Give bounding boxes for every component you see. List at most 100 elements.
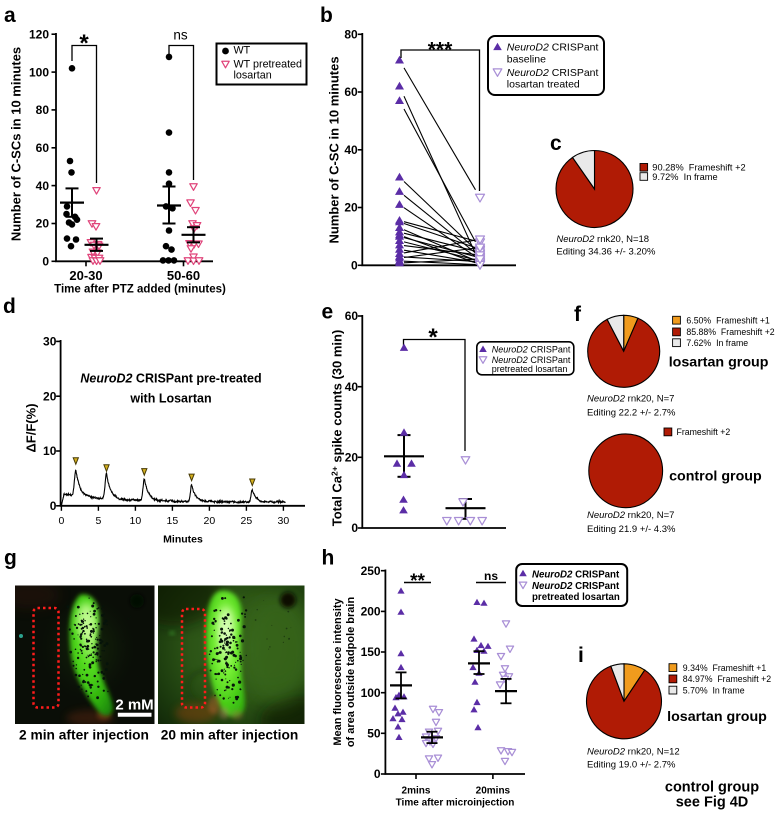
svg-text:control group: control group [669,469,762,485]
svg-text:NeuroD2 rnk20, N=18: NeuroD2 rnk20, N=18 [556,234,649,245]
svg-text:baseline: baseline [507,54,546,66]
svg-text:40: 40 [344,143,358,157]
svg-text:150: 150 [361,645,381,659]
svg-text:50: 50 [367,727,381,741]
svg-text:0: 0 [42,255,49,269]
svg-text:f: f [574,303,582,326]
svg-text:with Losartan: with Losartan [129,392,211,406]
svg-text:Total Ca2+ spike counts (30 mi: Total Ca2+ spike counts (30 min) [330,330,345,527]
svg-text:see Fig 4D: see Fig 4D [676,795,749,811]
svg-text:6.50% Frameshift +1: 6.50% Frameshift +1 [686,315,770,325]
svg-text:*: * [428,324,438,351]
svg-text:c: c [550,132,562,155]
svg-text:**: ** [410,571,425,592]
svg-text:50-60: 50-60 [167,268,200,283]
svg-text:60: 60 [344,85,358,99]
svg-text:NeuroD2 rnk20, N=7: NeuroD2 rnk20, N=7 [587,510,674,521]
svg-text:NeuroD2 CRISPant: NeuroD2 CRISPant [532,581,620,592]
svg-text:a: a [4,4,16,27]
svg-text:20-30: 20-30 [69,268,102,283]
svg-text:2mins: 2mins [402,786,431,797]
svg-text:9.34% Frameshift +1: 9.34% Frameshift +1 [683,663,767,673]
svg-text:NeuroD2 CRISPant: NeuroD2 CRISPant [507,67,599,79]
svg-text:ns: ns [173,28,188,43]
svg-text:pretreated losartan: pretreated losartan [492,364,568,374]
svg-text:0: 0 [351,521,358,535]
svg-text:b: b [320,4,333,27]
svg-text:NeuroD2 rnk20, N=7: NeuroD2 rnk20, N=7 [587,394,674,405]
svg-text:losartan treated: losartan treated [507,79,580,91]
svg-text:ΔF/F(%): ΔF/F(%) [24,403,39,452]
svg-text:g: g [4,547,17,570]
svg-text:25: 25 [241,515,253,527]
svg-text:Editing 22.2 +/- 2.7%: Editing 22.2 +/- 2.7% [587,408,676,419]
svg-text:d: d [3,295,16,318]
svg-text:control group: control group [665,780,759,796]
svg-text:NeuroD2 CRISPant: NeuroD2 CRISPant [492,344,571,354]
svg-text:5.70% In frame: 5.70% In frame [683,685,745,695]
svg-text:120: 120 [29,27,49,41]
svg-text:90.28% Frameshift +2: 90.28% Frameshift +2 [652,163,745,173]
svg-text:Editing 19.0 +/- 2.7%: Editing 19.0 +/- 2.7% [587,760,676,771]
svg-text:Number of C-SCs in 10 minutes: Number of C-SCs in 10 minutes [9,47,24,241]
svg-text:40: 40 [345,380,359,394]
svg-text:Mean fluorescence intensity: Mean fluorescence intensity [332,597,344,745]
svg-text:60: 60 [345,309,359,323]
svg-text:20: 20 [345,451,359,465]
svg-text:0: 0 [50,499,57,513]
svg-text:5: 5 [95,515,101,527]
svg-text:30: 30 [43,335,57,349]
svg-text:2 min after injection: 2 min after injection [19,728,149,743]
svg-text:0: 0 [58,515,64,527]
svg-text:Frameshift +2: Frameshift +2 [677,427,731,437]
svg-text:40: 40 [36,179,50,193]
svg-text:***: *** [428,39,453,62]
svg-text:ns: ns [484,569,498,583]
svg-text:20: 20 [204,515,216,527]
svg-text:20mins: 20mins [476,786,511,797]
svg-text:e: e [322,301,334,324]
svg-text:NeuroD2 CRISPant: NeuroD2 CRISPant [532,570,620,581]
svg-text:0: 0 [374,767,381,781]
svg-text:Number of C-SC in 10 minutes: Number of C-SC in 10 minutes [327,56,342,243]
svg-text:NeuroD2 CRISPant: NeuroD2 CRISPant [492,355,571,365]
svg-text:30: 30 [278,515,290,527]
svg-text:15: 15 [167,515,179,527]
svg-text:losartan group: losartan group [667,709,767,725]
svg-text:NeuroD2 CRISPant: NeuroD2 CRISPant [507,42,599,54]
svg-text:84.97% Frameshift +2: 84.97% Frameshift +2 [683,674,771,684]
svg-text:10: 10 [43,444,57,458]
svg-text:Minutes: Minutes [163,534,203,546]
svg-text:85.88% Frameshift +2: 85.88% Frameshift +2 [686,327,774,337]
svg-text:100: 100 [29,65,49,79]
svg-text:20: 20 [43,389,57,403]
svg-text:100: 100 [361,686,381,700]
svg-text:h: h [322,547,335,570]
svg-text:of area outside tadpole brain: of area outside tadpole brain [345,597,357,748]
svg-text:20: 20 [344,201,358,215]
svg-text:losartan: losartan [234,70,272,82]
svg-text:NeuroD2 rnk20, N=12: NeuroD2 rnk20, N=12 [587,747,680,758]
svg-text:60: 60 [36,141,50,155]
svg-text:*: * [79,30,89,57]
svg-text:80: 80 [344,28,358,42]
svg-text:200: 200 [361,605,381,619]
svg-text:NeuroD2 CRISPant pre-treated: NeuroD2 CRISPant pre-treated [80,372,261,386]
svg-text:2 mM: 2 mM [115,697,153,714]
svg-text:pretreated losartan: pretreated losartan [532,592,620,603]
svg-text:20: 20 [36,217,50,231]
svg-text:250: 250 [361,564,381,578]
svg-text:Editing 34.36 +/- 3.20%: Editing 34.36 +/- 3.20% [556,247,656,258]
svg-text:Editing 21.9 +/- 4.3%: Editing 21.9 +/- 4.3% [587,524,676,535]
svg-text:20 min after injection: 20 min after injection [161,728,299,743]
svg-text:WT pretreated: WT pretreated [234,59,303,71]
svg-text:Time after PTZ added (minutes): Time after PTZ added (minutes) [54,284,226,296]
svg-text:WT: WT [234,45,251,57]
svg-text:i: i [578,644,584,667]
svg-text:80: 80 [36,103,50,117]
svg-text:losartan group: losartan group [669,355,769,371]
svg-text:7.62% In frame: 7.62% In frame [686,338,748,348]
svg-text:Time after microinjection: Time after microinjection [396,798,515,809]
svg-text:10: 10 [130,515,142,527]
svg-text:0: 0 [351,259,358,273]
